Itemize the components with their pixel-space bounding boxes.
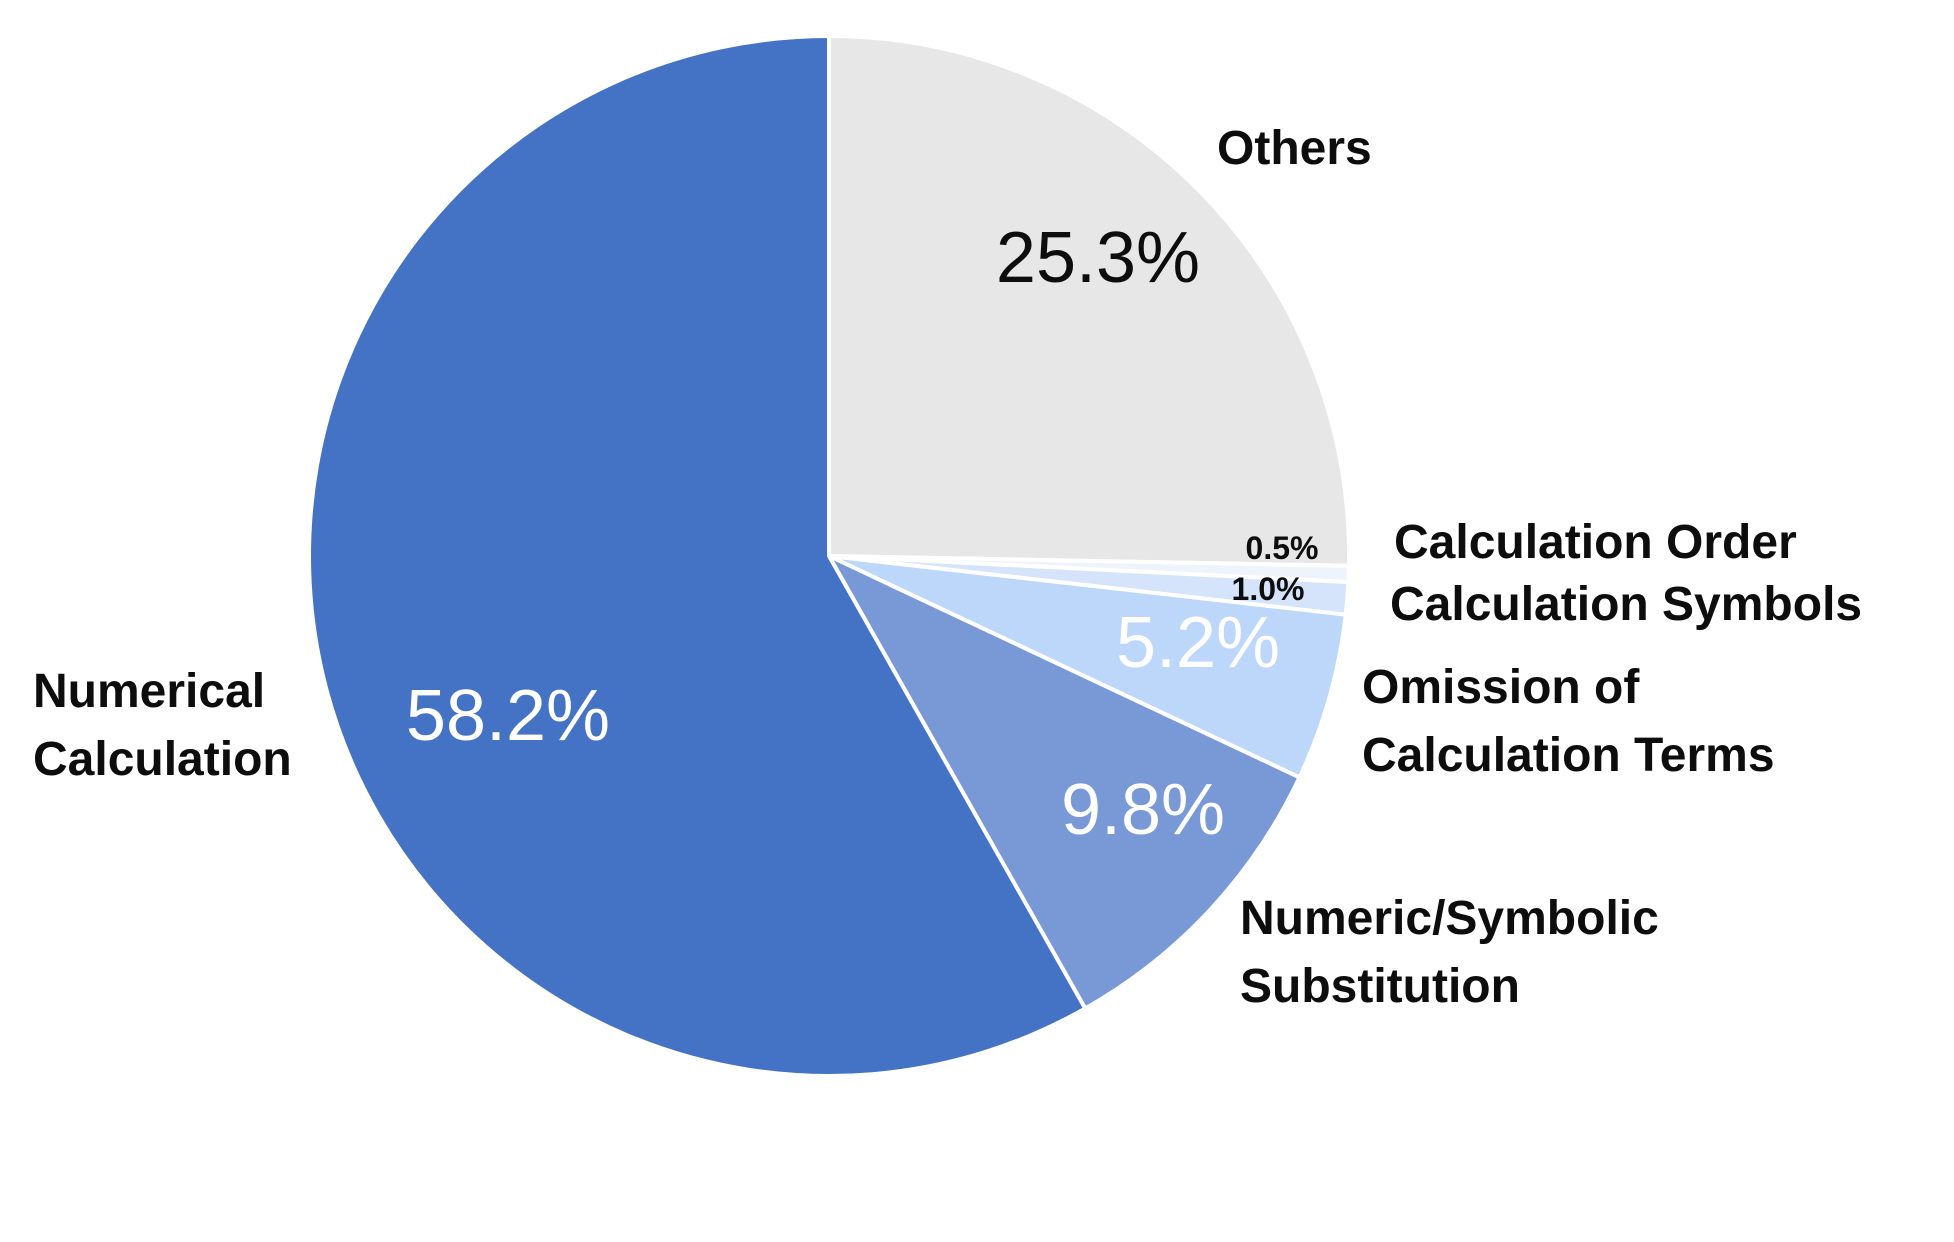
category-label-numeric-symbolic-substitution: Numeric/Symbolic Substitution: [1240, 892, 1659, 1013]
slice-numerical-calculation: [307, 34, 1088, 1078]
category-label-others: Others: [1217, 122, 1372, 175]
pie-slices: [307, 34, 1351, 1078]
value-label-others: 25.3%: [996, 218, 1200, 298]
value-label-numeric-symbolic-substitution: 9.8%: [1061, 770, 1225, 850]
slice-omission-of-calculation-terms: [827, 554, 1348, 780]
slice-others: [827, 34, 1351, 568]
category-label-omission-of-calculation-terms: Omission of Calculation Terms: [1362, 661, 1775, 782]
value-label-numerical-calculation: 58.2%: [406, 676, 610, 756]
value-label-calculation-order: 0.5%: [1246, 530, 1319, 566]
value-labels: 25.3% 0.5% 1.0%5.2% 9.8% 58.2%: [406, 218, 1319, 850]
value-label-omission-of-calculation-terms: 5.2%: [1116, 603, 1280, 683]
category-labels: Others Calculation Order Calculation Symbo…: [33, 122, 1862, 1013]
category-label-calculation-order: Calculation Order: [1394, 516, 1797, 569]
value-label-calculation-symbols: 1.0%: [1232, 571, 1305, 607]
category-label-numerical-calculation: Numerical Calculation: [33, 665, 292, 786]
category-label-calculation-symbols: Calculation Symbols: [1390, 578, 1862, 631]
slice-numeric-symbolic-substitution: [827, 554, 1302, 1011]
